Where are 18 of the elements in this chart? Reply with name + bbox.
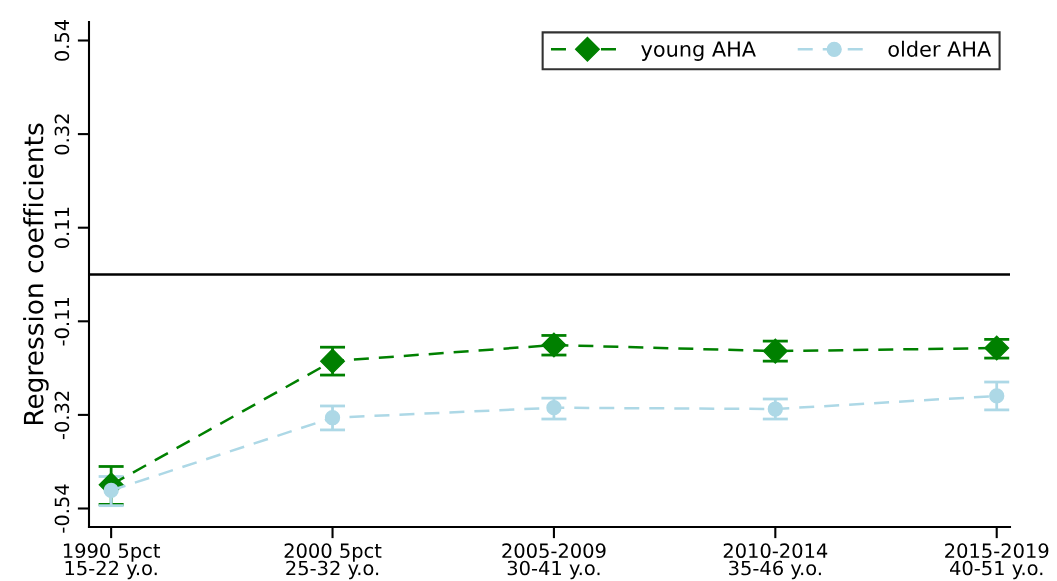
x-tick-label: 2000 5pct 25-32 y.o. [284,543,382,580]
y-tick-label: -0.11 [54,297,70,346]
point [546,400,562,416]
x-tick-label: 2010-2014 35-46 y.o. [723,543,828,580]
y-tick-label: 0.32 [54,114,70,155]
point [989,388,1005,404]
y-tick-label: -0.32 [54,391,70,440]
legend-label: young AHA [641,41,756,61]
point [767,401,783,417]
x-tick-label: 1990 5pct 15-22 y.o. [63,543,161,580]
legend-label: older AHA [888,40,992,57]
x-tick-label: 2005-2009 30-41 y.o. [502,543,606,580]
y-axis-title: Regression coefficients [23,123,49,425]
y-tick-label: 0.54 [54,19,70,61]
y-tick-label: 0.11 [54,207,70,249]
x-tick-label: 2015-2019 40-51 y.o. [945,543,1049,580]
y-tick-label: -0.54 [54,484,70,533]
point [324,410,341,426]
